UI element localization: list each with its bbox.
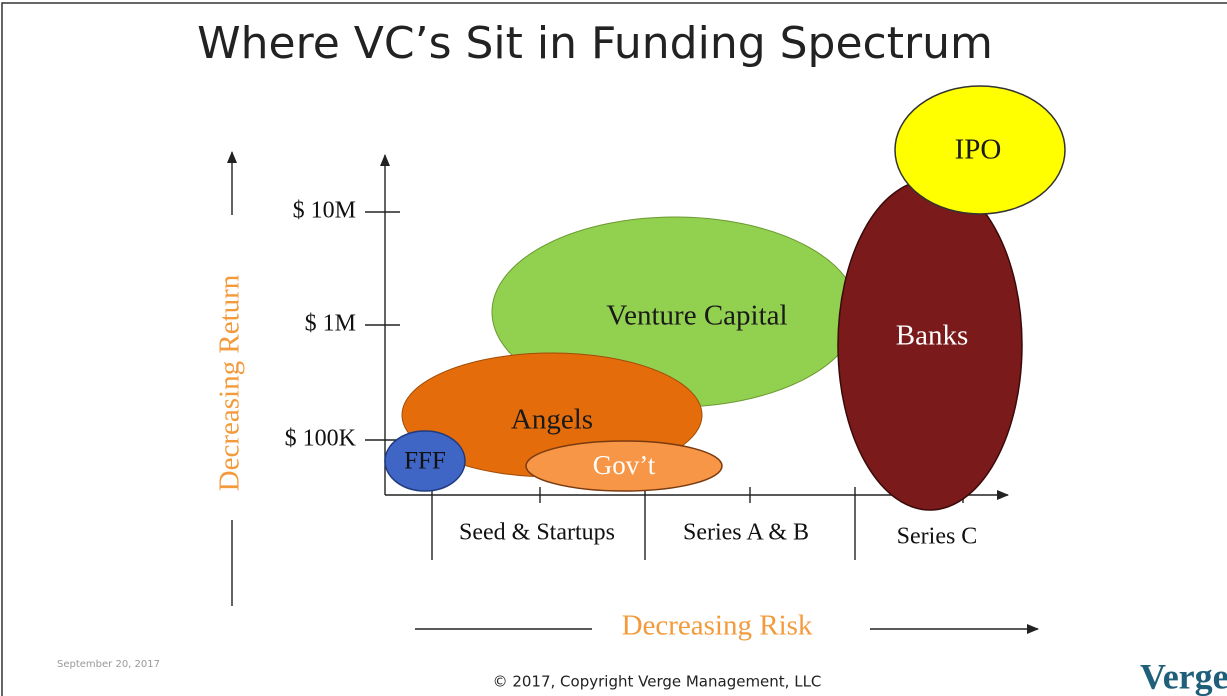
fff-region — [384, 430, 466, 492]
ipo-region — [894, 85, 1066, 215]
region-label: FFF — [404, 448, 446, 475]
x-category: Seed & Startups — [459, 520, 615, 546]
x-axis-label: Decreasing Risk — [622, 610, 813, 642]
footer-logo: Verge — [1140, 656, 1227, 696]
footer-date: September 20, 2017 — [57, 659, 160, 670]
region-label: Angels — [511, 404, 593, 436]
region-label: Banks — [896, 320, 969, 352]
region-label: Gov’t — [593, 450, 656, 480]
y-tick-label: $ 100K — [285, 426, 357, 452]
y-tick-label: $ 1M — [305, 311, 356, 337]
y-tick-label: $ 10M — [293, 198, 356, 224]
region-label: Venture Capital — [606, 300, 787, 332]
title: Where VC’s Sit in Funding Spectrum — [197, 18, 993, 69]
x-ticks: Seed & Startups Series A & B Series C — [431, 487, 978, 560]
x-category: Series A & B — [683, 520, 809, 546]
y-axis-label: Decreasing Return — [214, 274, 246, 491]
y-ticks: $ 10M $ 1M $ 100K — [285, 198, 400, 452]
footer-copyright: © 2017, Copyright Verge Management, LLC — [493, 673, 822, 691]
x-category: Series C — [897, 524, 978, 550]
region-label: IPO — [955, 134, 1002, 166]
govt-region — [525, 440, 723, 492]
